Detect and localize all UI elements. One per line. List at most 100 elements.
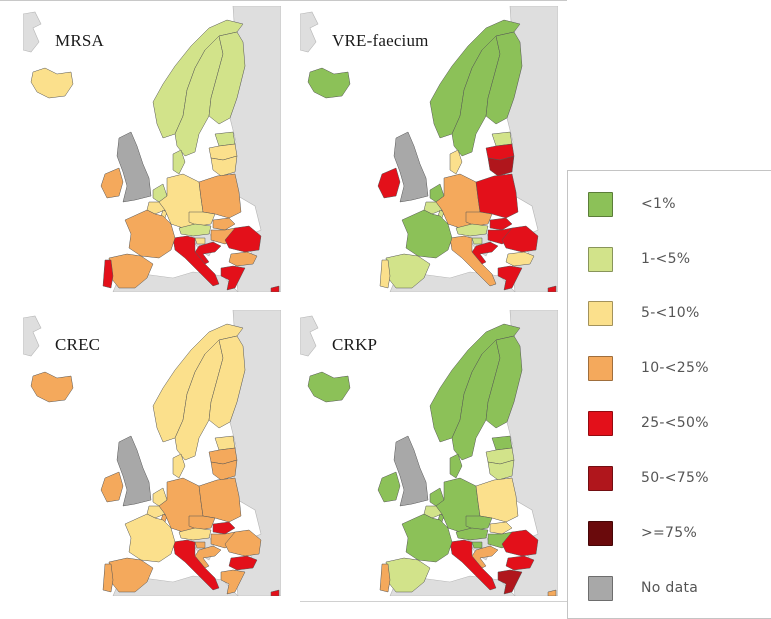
country-iceland: Iceland: <1% [307,67,351,99]
legend-label: >=75% [641,525,698,541]
panel-title: CRKP [332,335,378,354]
country-spain: Spain: 10-<25% [108,557,154,593]
country-czechia: Czechia: 10-<25% [188,515,216,531]
legend-swatch [588,410,613,436]
europe-map: Iceland: 10-<25%Norway: 5-<10%Sweden: 5-… [23,310,281,596]
legend-item: 25-<50% [588,409,709,437]
legend-label: <1% [641,196,676,212]
country-united-kingdom: United Kingdom: No data [116,131,152,203]
country-united-kingdom: United Kingdom: No data [393,131,429,203]
country-lithuania: Lithuania: 1-<5% [487,459,515,481]
legend-swatch [588,465,613,491]
country-bulgaria: Bulgaria: 5-<10% [505,251,535,267]
country-france: France: 5-<10% [124,513,176,563]
legend-item: >=75% [588,519,697,547]
country-czechia: Czechia: 10-<25% [465,211,493,227]
country-austria: Austria: 5-<10% [178,527,212,541]
legend-swatch [588,191,613,217]
europe-map: Iceland: <1%Norway: <1%Sweden: <1%Finlan… [300,6,558,292]
legend-label: 5-<10% [641,305,700,321]
country-lithuania: Lithuania: 10-<25% [210,459,238,481]
legend-swatch [588,520,613,546]
country-united-kingdom: United Kingdom: No data [393,435,429,507]
country-belgium: Belgium: 1-<5% [423,505,443,519]
country-belgium: Belgium: 5-<10% [146,505,166,519]
country-italy: Italy: 25-<50% [172,539,220,591]
country-italy: Italy: 10-<25% [449,235,497,287]
map-panel-vre-faecium: Iceland: <1%Norway: <1%Sweden: <1%Finlan… [300,6,558,292]
map-panel-crkp: Iceland: <1%Norway: <1%Sweden: <1%Finlan… [300,310,558,600]
non-eu-land [23,11,42,53]
country-cyprus: Cyprus: 10-<25% [547,589,557,596]
legend-item: No data [588,574,698,602]
country-denmark: Denmark: 5-<10% [449,149,463,175]
country-ireland: Ireland: <1% [377,471,401,503]
country-slovakia: Slovakia: 25-<50% [489,217,513,231]
frame-top-line [0,0,567,1]
country-estonia: Estonia: 1-<5% [491,131,513,147]
country-romania: Romania: 10-<25% [224,529,262,557]
country-slovakia: Slovakia: 5-<10% [489,521,513,535]
country-greece: Greece: 10-<25% [220,569,246,595]
country-poland: Poland: 10-<25% [198,173,242,219]
country-poland: Poland: 25-<50% [475,173,519,219]
country-portugal: Portugal: 25-<50% [102,259,114,289]
legend-label: 50-<75% [641,470,709,486]
country-greece: Greece: 50-<75% [497,569,523,595]
legend-label: No data [641,580,699,596]
country-italy: Italy: 25-<50% [172,235,220,287]
country-slovakia: Slovakia: 25-<50% [212,521,236,535]
country-spain: Spain: 10-<25% [108,253,154,289]
country-iceland: Iceland: <1% [307,371,351,403]
country-lithuania: Lithuania: 50-<75% [487,155,515,177]
legend-label: 1-<5% [641,251,691,267]
country-romania: Romania: 25-<50% [224,225,262,253]
non-eu-land [300,315,319,357]
map-panel-mrsa: Iceland: 5-<10%Norway: 1-<5%Sweden: 1-<5… [23,6,281,292]
legend-swatch [588,246,613,272]
legend-label: 10-<25% [641,360,709,376]
country-estonia: Estonia: <1% [491,435,513,451]
map-panel-crec: Iceland: 10-<25%Norway: 5-<10%Sweden: 5-… [23,310,281,600]
legend-item: 5-<10% [588,299,700,327]
panel-title: MRSA [55,31,104,50]
country-estonia: Estonia: 1-<5% [214,131,236,147]
legend-swatch [588,575,613,601]
country-slovenia: Slovenia: 5-<10% [194,237,206,245]
country-finland: Finland: <1% [485,31,523,125]
country-slovenia: Slovenia: 10-<25% [194,541,206,549]
non-eu-land [300,11,319,53]
country-finland: Finland: <1% [485,335,523,429]
country-ireland: Ireland: 10-<25% [100,471,124,503]
non-eu-land [23,315,42,357]
country-spain: Spain: 1-<5% [385,557,431,593]
legend-swatch [588,300,613,326]
legend-item: 50-<75% [588,464,709,492]
country-france: France: 10-<25% [124,209,176,259]
country-romania: Romania: 25-<50% [501,529,539,557]
legend-item: 1-<5% [588,245,690,273]
legend-item: 10-<25% [588,354,709,382]
country-bulgaria: Bulgaria: 25-<50% [228,555,258,571]
frame-bottom-line [300,601,567,602]
country-greece: Greece: 25-<50% [497,265,523,291]
country-iceland: Iceland: 10-<25% [30,371,74,403]
country-greece: Greece: 25-<50% [220,265,246,291]
country-estonia: Estonia: 5-<10% [214,435,236,451]
country-united-kingdom: United Kingdom: No data [116,435,152,507]
country-romania: Romania: 25-<50% [501,225,539,253]
country-austria: Austria: 1-<5% [178,223,212,237]
country-bulgaria: Bulgaria: 10-<25% [228,251,258,267]
country-poland: Poland: 10-<25% [198,477,242,523]
country-slovakia: Slovakia: 10-<25% [212,217,236,231]
panel-title: CREC [55,335,101,354]
country-italy: Italy: 25-<50% [449,539,497,591]
country-portugal: Portugal: 5-<10% [379,259,391,289]
panel-title: VRE-faecium [332,31,429,50]
country-austria: Austria: <1% [455,527,489,541]
country-ireland: Ireland: 25-<50% [377,167,401,199]
country-iceland: Iceland: 5-<10% [30,67,74,99]
country-austria: Austria: 1-<5% [455,223,489,237]
legend-label: 25-<50% [641,415,709,431]
country-belgium: Belgium: 5-<10% [146,201,166,215]
